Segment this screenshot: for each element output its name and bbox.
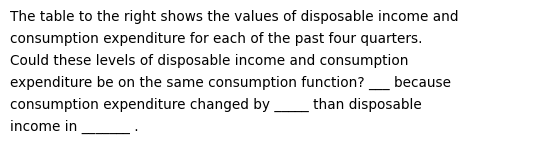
Text: income in _______ .: income in _______ .	[10, 120, 138, 134]
Text: The table to the right shows the values of disposable income and: The table to the right shows the values …	[10, 10, 459, 24]
Text: consumption expenditure for each of the past four quarters.: consumption expenditure for each of the …	[10, 32, 422, 46]
Text: consumption expenditure changed by _____ than disposable: consumption expenditure changed by _____…	[10, 98, 422, 112]
Text: Could these levels of disposable income and consumption: Could these levels of disposable income …	[10, 54, 408, 68]
Text: expenditure be on the same consumption function? ___ because: expenditure be on the same consumption f…	[10, 76, 451, 90]
